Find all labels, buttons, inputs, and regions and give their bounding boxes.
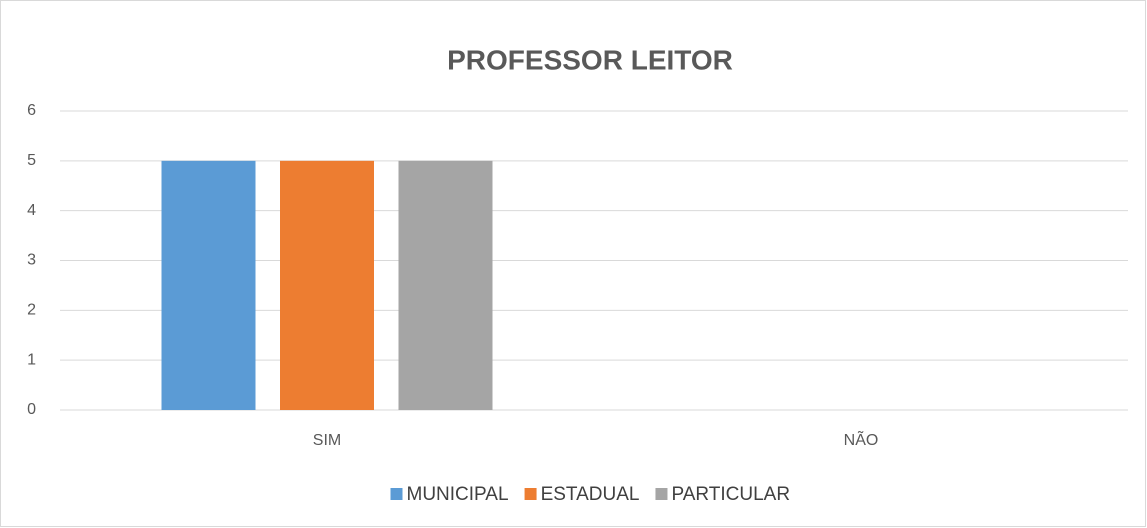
y-tick-label: 0 xyxy=(27,401,36,418)
legend-swatch xyxy=(390,488,403,500)
y-tick-label: 4 xyxy=(27,202,36,219)
y-tick-label: 1 xyxy=(27,351,36,368)
legend-label: MUNICIPAL xyxy=(407,484,509,505)
x-tick-label: SIM xyxy=(313,432,341,449)
y-tick-label: 2 xyxy=(27,302,36,319)
legend-swatch xyxy=(655,488,668,500)
chart-title: PROFESSOR LEITOR xyxy=(447,44,733,75)
y-tick-label: 5 xyxy=(27,152,36,169)
legend-label: ESTADUAL xyxy=(541,484,640,505)
legend-label: PARTICULAR xyxy=(671,484,790,505)
y-tick-label: 6 xyxy=(27,102,36,119)
bar xyxy=(398,160,493,410)
legend-swatch xyxy=(524,488,537,500)
x-tick-label: NÃO xyxy=(844,429,879,449)
y-tick-label: 3 xyxy=(27,252,36,269)
bar xyxy=(161,160,256,410)
bar xyxy=(280,160,374,410)
